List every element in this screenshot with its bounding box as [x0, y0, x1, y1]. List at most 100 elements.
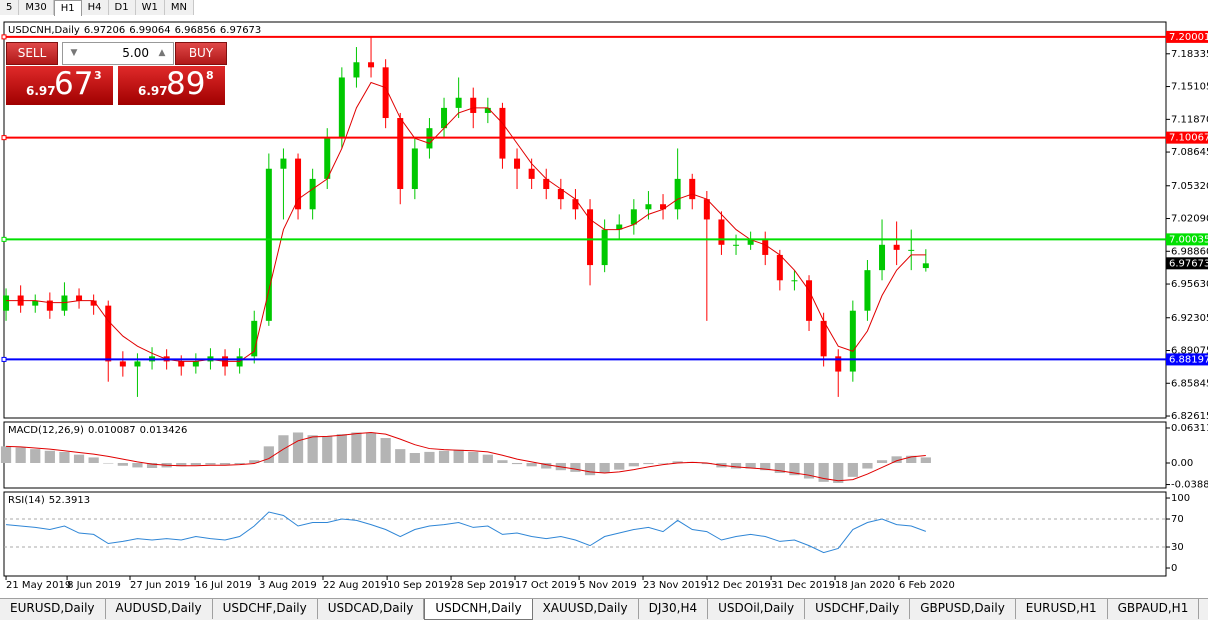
chart-title: USDCNH,Daily [8, 25, 80, 36]
macd-bar [847, 462, 858, 477]
macd-bar [117, 462, 128, 466]
x-tick-label: 6 Feb 2020 [899, 580, 955, 591]
chart-tab[interactable]: EURUSD,H1 [1016, 599, 1108, 619]
macd-bar [0, 446, 12, 463]
timeframe-button[interactable]: W1 [135, 0, 165, 15]
chart-tab[interactable]: DJ30,H4 [639, 599, 709, 619]
y-tick-label: 7.15105 [1171, 82, 1208, 93]
signal-value: 0.013426 [140, 425, 188, 436]
macd-bar [30, 449, 41, 463]
macd-bar [730, 462, 742, 469]
level-tag [1166, 353, 1208, 366]
macd-bar [395, 449, 406, 463]
chart-tab[interactable]: GBPAUD,H1 [1108, 599, 1200, 619]
sell-price[interactable]: 6.97 67 3 [6, 66, 113, 105]
macd-bar [424, 451, 435, 463]
macd-signal [6, 431, 926, 482]
candle-body [601, 229, 608, 266]
ohlc-value: 6.96856 [175, 25, 216, 36]
macd-bar [132, 462, 143, 468]
timeframe-button[interactable]: H1 [53, 0, 82, 16]
y-tick-label: 0.063113 [1171, 423, 1208, 434]
macd-bar [146, 462, 158, 468]
macd-bar [584, 462, 596, 476]
macd-bar [701, 462, 712, 465]
x-tick-label: 28 Sep 2019 [451, 580, 514, 591]
candle-body [528, 168, 535, 179]
level-anchor [1, 34, 7, 40]
macd-bar [234, 462, 245, 465]
y-tick-label: 6.82615 [1171, 411, 1208, 422]
macd-bar [88, 457, 99, 463]
macd-bar [190, 462, 201, 466]
sell-button[interactable]: SELL [6, 42, 58, 65]
candle-body [849, 310, 856, 372]
candle-body [674, 178, 681, 210]
timeframe-button[interactable]: M30 [19, 0, 54, 15]
level-anchor [1, 356, 7, 362]
ohlc-value: 6.99064 [129, 25, 170, 36]
level-label: 7.10067 [1169, 133, 1208, 144]
price-fraction: 8 [206, 69, 214, 82]
candle-body [470, 97, 477, 113]
macd-bar [643, 462, 654, 465]
candle-body [820, 320, 827, 357]
timeframe-button[interactable]: D1 [108, 0, 136, 15]
candle-body [280, 158, 287, 169]
candle-body [543, 178, 550, 190]
y-tick-label: 6.95630 [1171, 279, 1208, 290]
chart-tab[interactable]: USDCNH,Daily [424, 599, 533, 620]
candle-body [309, 178, 316, 210]
candle-body [762, 239, 769, 255]
candle-body [879, 244, 886, 271]
chart-tab[interactable]: AUDUSD,Daily [106, 599, 213, 619]
y-tick-label: 7.18335 [1171, 49, 1208, 60]
candle-body [718, 219, 725, 245]
buy-price[interactable]: 6.97 89 8 [118, 66, 225, 105]
x-tick-label: 27 Jun 2019 [130, 580, 190, 591]
macd-bar [541, 462, 552, 469]
timeframe-button[interactable]: H4 [81, 0, 109, 15]
candle-body [382, 67, 389, 119]
candle-body [251, 320, 258, 357]
y-tick-label: 6.92305 [1171, 313, 1208, 324]
y-tick-label: 0.00 [1171, 458, 1193, 469]
macd-bar [526, 462, 537, 467]
macd-bar [511, 462, 523, 465]
macd-bar [599, 462, 610, 473]
chart-tab[interactable]: XAUUSD,Daily [533, 599, 639, 619]
candle-body [455, 97, 462, 108]
rsi-line [5, 511, 927, 554]
macd-bar [672, 461, 683, 463]
buy-button[interactable]: BUY [175, 42, 227, 65]
chart-tab[interactable]: USDCHF,Daily [805, 599, 911, 619]
macd-bar [263, 446, 274, 463]
timeframe-button[interactable]: 5 [0, 0, 20, 15]
chart-tab[interactable]: USDOil,Daily [708, 599, 806, 619]
macd-bar [920, 457, 931, 463]
y-tick-label: 6.89075 [1171, 346, 1208, 357]
macd-bar [103, 462, 114, 464]
timeframe-button[interactable]: MN [164, 0, 194, 15]
price-fraction: 3 [94, 69, 102, 82]
chart-tab[interactable]: USDCHF,Daily [213, 599, 318, 619]
candle-body [324, 138, 331, 179]
candle-body [338, 77, 345, 139]
chart-tab[interactable]: USDCAD,Daily [318, 599, 425, 619]
level-anchor [1, 236, 7, 242]
candle-body [776, 254, 783, 281]
macd-bar [365, 432, 377, 463]
x-tick-label: 10 Sep 2019 [387, 580, 450, 591]
candle-body [441, 107, 448, 129]
y-tick-label: 100 [1171, 493, 1190, 504]
lot-input[interactable]: ▼ 5.00 ▲ [62, 42, 174, 65]
y-tick-label: 7.05320 [1171, 181, 1208, 192]
macd-bar [614, 462, 625, 470]
chart-tab[interactable]: EURUSD,Daily [0, 599, 106, 619]
candle-body [265, 168, 272, 321]
candle-body [353, 62, 360, 78]
macd-bar [380, 438, 391, 463]
chart-tab[interactable]: GBPUSD,Daily [910, 599, 1016, 619]
macd-bar [176, 462, 187, 467]
